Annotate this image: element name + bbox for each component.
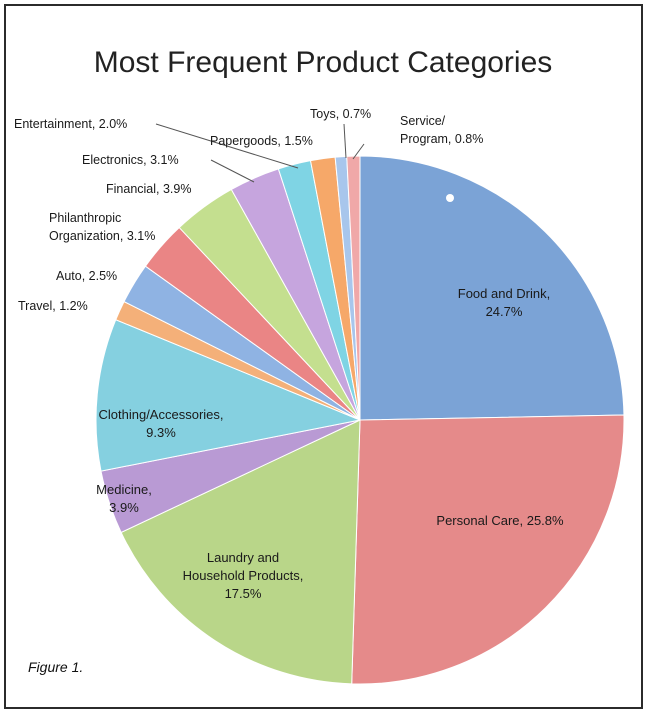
pie-slice-laundry-and-household-products [120, 419, 361, 685]
slice-label-papergoods: Papergoods, 1.5% [210, 134, 313, 148]
pie-chart: Most Frequent Product Categories Food an… [14, 46, 625, 685]
leader-lines [155, 123, 365, 183]
pie-slice-service-program [346, 155, 361, 421]
slice-label-philanthropic-organization: Philanthropic Organization, 3.1% [49, 211, 155, 243]
slice-label-entertainment: Entertainment, 2.0% [14, 117, 127, 131]
pie-slices [95, 155, 625, 685]
figure-caption: Figure 1. [28, 659, 83, 675]
highlight-dot [446, 194, 454, 202]
slice-label-laundry-and-household-products: Laundry and Household Products, 17.5% [183, 550, 304, 601]
chart-frame: Most Frequent Product Categories Food an… [4, 4, 643, 709]
slice-labels: Food and Drink, 24.7% Personal Care, 25.8%… [14, 107, 564, 601]
slice-label-electronics: Electronics, 3.1% [82, 153, 179, 167]
leader-line-service-program [352, 143, 365, 160]
leader-line-electronics [210, 159, 255, 183]
slice-label-financial: Financial, 3.9% [106, 182, 191, 196]
slice-label-auto: Auto, 2.5% [56, 269, 117, 283]
pie-slice-clothing-accessories [95, 319, 362, 472]
leader-line-toys [343, 123, 347, 159]
chart-title: Most Frequent Product Categories [94, 46, 553, 79]
slice-label-personal-care: Personal Care, 25.8% [436, 513, 564, 528]
slice-label-travel: Travel, 1.2% [18, 299, 88, 313]
slice-label-medicine: Medicine, 3.9% [96, 482, 152, 515]
pie-slice-personal-care [351, 414, 625, 685]
leader-line-entertainment [155, 123, 299, 169]
slice-label-clothing-accessories: Clothing/Accessories, 9.3% [99, 407, 224, 440]
slice-label-toys: Toys, 0.7% [310, 107, 371, 121]
slice-label-food-and-drink: Food and Drink, 24.7% [458, 286, 551, 319]
slice-label-service-program: Service/Program, 0.8% [400, 114, 483, 146]
pie-slice-food-and-drink [359, 155, 625, 421]
